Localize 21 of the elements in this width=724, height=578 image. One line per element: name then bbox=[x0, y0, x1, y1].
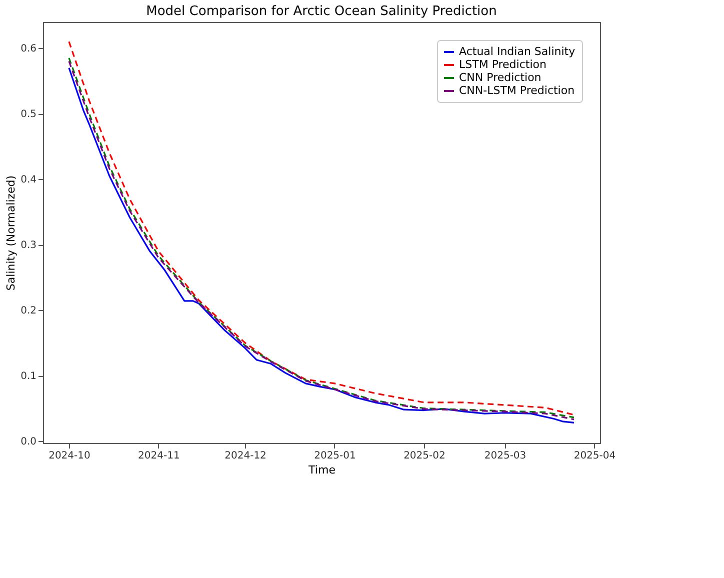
x-tick-label: 2025-04 bbox=[574, 450, 616, 462]
y-axis-title: Salinity (Normalized) bbox=[4, 175, 18, 291]
x-tick-label: 2025-03 bbox=[484, 450, 526, 462]
y-tick-label: 0.2 bbox=[20, 306, 36, 317]
legend-label: LSTM Prediction bbox=[459, 58, 546, 71]
legend-label: Actual Indian Salinity bbox=[459, 45, 576, 58]
x-tick-label: 2024-11 bbox=[138, 450, 180, 462]
y-tick-label: 0.3 bbox=[20, 240, 36, 252]
x-axis-title: Time bbox=[308, 464, 336, 476]
legend-label: CNN-LSTM Prediction bbox=[459, 84, 575, 97]
legend-label: CNN Prediction bbox=[459, 71, 542, 84]
x-tick-label: 2025-01 bbox=[314, 450, 356, 462]
y-tick-label: 0.5 bbox=[20, 109, 36, 120]
chart-title: Model Comparison for Arctic Ocean Salinity Prediction bbox=[146, 4, 497, 19]
x-tick-label: 2024-10 bbox=[48, 450, 90, 462]
y-tick-label: 0.1 bbox=[20, 371, 36, 382]
x-tick-label: 2025-02 bbox=[404, 450, 446, 462]
y-tick-label: 0.4 bbox=[20, 174, 36, 186]
x-tick-label: 2024-12 bbox=[224, 450, 266, 462]
y-tick-label: 0.6 bbox=[20, 44, 36, 55]
y-tick-label: 0.0 bbox=[20, 436, 36, 448]
